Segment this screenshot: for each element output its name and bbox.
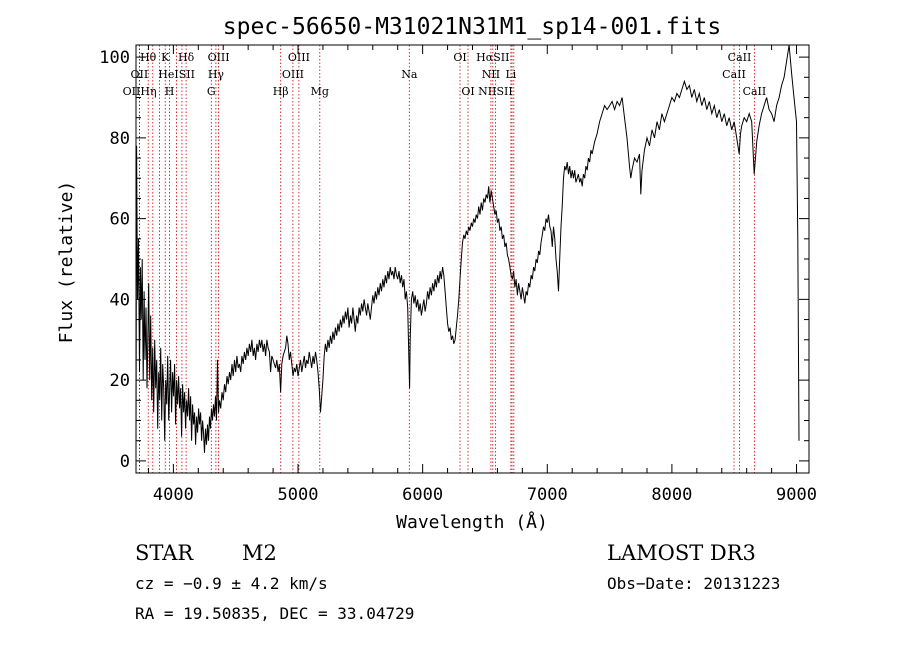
chart-title: spec-56650-M31021N31M1_sp14-001.fits — [223, 14, 722, 40]
plot-frame — [135, 44, 810, 474]
y-axis-label: Flux (relative) — [56, 181, 77, 344]
y-tick-label: 100 — [99, 48, 130, 68]
line-marker-label: CaII — [743, 85, 767, 98]
line-marker-label: OI — [461, 85, 474, 98]
line-marker-label: HαSII — [476, 51, 509, 64]
line-marker-label: K — [161, 51, 170, 64]
line-marker-label: NII — [482, 68, 500, 81]
x-tick-label: 7000 — [527, 485, 568, 505]
x-tick-label: 8000 — [651, 485, 692, 505]
line-marker-label: OII — [131, 68, 149, 81]
obs-date: Obs−Date: 20131223 — [607, 574, 780, 593]
y-tick-label: 60 — [110, 210, 130, 230]
line-marker-label: HeISII — [158, 68, 195, 81]
line-marker-label: Li — [505, 68, 516, 81]
axis-ticks — [136, 45, 809, 473]
line-marker-label: OI — [453, 51, 466, 64]
line-marker-label: OIII — [288, 51, 310, 64]
line-marker-label: Hθ — [140, 51, 157, 64]
line-marker-label: Hδ — [178, 51, 195, 64]
y-tick-label: 0 — [120, 452, 130, 472]
line-marker-labels: Hθ K Hδ OIII OIII OI HαSII CaII OII HeISII Hγ OIII N… — [123, 51, 767, 98]
object-subclass: M2 — [242, 541, 277, 565]
x-tick-label: 4000 — [153, 485, 194, 505]
object-type: STAR — [135, 541, 194, 565]
line-marker-label: OIII — [208, 51, 230, 64]
axis-tick-labels: 4000 5000 6000 7000 8000 9000 0 20 40 60 80 100 — [99, 48, 817, 505]
line-marker-label: NIISII — [478, 85, 513, 98]
spectrum-line — [135, 44, 800, 453]
x-tick-label: 5000 — [278, 485, 319, 505]
y-tick-label: 20 — [110, 371, 130, 391]
line-marker-label: CaII — [722, 68, 746, 81]
line-marker-label: Hγ — [208, 68, 225, 81]
line-marker-label: Na — [401, 68, 418, 81]
line-markers — [138, 45, 755, 473]
y-tick-label: 80 — [110, 129, 130, 149]
x-tick-label: 6000 — [402, 485, 443, 505]
line-marker-label: Mg — [311, 85, 329, 98]
x-tick-label: 9000 — [776, 485, 817, 505]
y-tick-label: 40 — [110, 290, 130, 310]
line-marker-label: OIII — [282, 68, 304, 81]
line-marker-label: Hβ — [273, 85, 289, 98]
x-axis-label: Wavelength (Å) — [396, 511, 548, 533]
line-marker-label: CaII — [728, 51, 752, 64]
line-marker-label: OIIHη — [123, 85, 157, 98]
line-marker-label: H — [165, 85, 175, 98]
redshift-cz: cz = −0.9 ± 4.2 km/s — [135, 574, 328, 593]
survey-name: LAMOST DR3 — [607, 541, 756, 565]
line-marker-label: G — [207, 85, 216, 98]
coordinates: RA = 19.50835, DEC = 33.04729 — [135, 604, 414, 623]
